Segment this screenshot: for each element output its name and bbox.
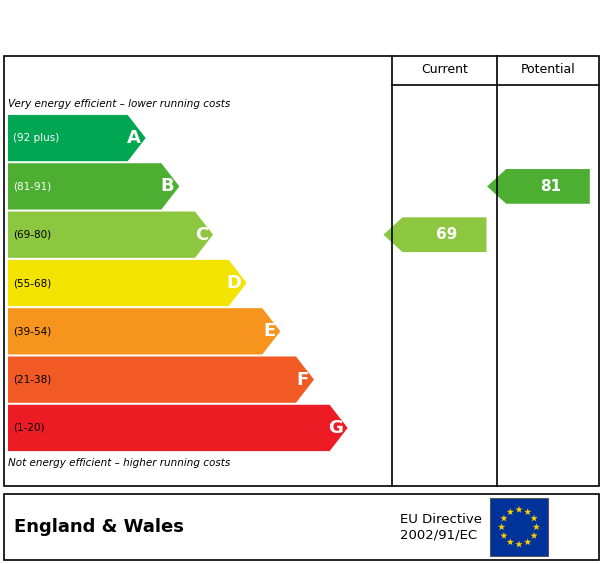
Text: (55-68): (55-68) <box>13 278 51 288</box>
Text: B: B <box>161 178 174 195</box>
Text: (92 plus): (92 plus) <box>13 133 59 143</box>
Polygon shape <box>8 405 348 451</box>
Text: 69: 69 <box>437 227 458 242</box>
Text: 81: 81 <box>540 179 561 194</box>
Text: G: G <box>328 419 343 437</box>
Polygon shape <box>531 514 538 521</box>
Polygon shape <box>531 532 538 539</box>
Text: Not energy efficient – higher running costs: Not energy efficient – higher running co… <box>8 458 230 468</box>
Text: (69-80): (69-80) <box>13 230 51 240</box>
Polygon shape <box>524 508 531 515</box>
Text: E: E <box>263 322 276 340</box>
Text: England & Wales: England & Wales <box>14 518 184 536</box>
Polygon shape <box>500 532 508 539</box>
Polygon shape <box>8 163 179 210</box>
Bar <box>490 498 548 556</box>
Text: D: D <box>227 274 242 292</box>
Text: F: F <box>297 371 309 389</box>
Text: Potential: Potential <box>520 63 575 76</box>
Text: (1-20): (1-20) <box>13 423 45 433</box>
Text: (21-38): (21-38) <box>13 374 51 385</box>
Text: (81-91): (81-91) <box>13 182 51 191</box>
Polygon shape <box>498 523 505 530</box>
Polygon shape <box>8 115 146 161</box>
Text: A: A <box>127 129 140 147</box>
Polygon shape <box>384 217 487 252</box>
Polygon shape <box>8 212 213 258</box>
Polygon shape <box>507 539 514 545</box>
Polygon shape <box>533 523 540 530</box>
Polygon shape <box>8 308 280 354</box>
Polygon shape <box>500 514 508 521</box>
Text: Current: Current <box>421 63 468 76</box>
Text: EU Directive
2002/91/EC: EU Directive 2002/91/EC <box>400 513 482 541</box>
Polygon shape <box>516 506 523 513</box>
Text: Very energy efficient – lower running costs: Very energy efficient – lower running co… <box>8 99 230 109</box>
Text: (39-54): (39-54) <box>13 327 51 336</box>
Text: Energy Efficiency Rating: Energy Efficiency Rating <box>139 14 464 38</box>
Polygon shape <box>8 260 247 306</box>
Polygon shape <box>8 356 314 403</box>
Polygon shape <box>524 539 531 545</box>
Bar <box>4 494 599 560</box>
Polygon shape <box>487 169 590 204</box>
Polygon shape <box>507 508 514 515</box>
Polygon shape <box>516 541 523 548</box>
Text: C: C <box>195 226 208 244</box>
